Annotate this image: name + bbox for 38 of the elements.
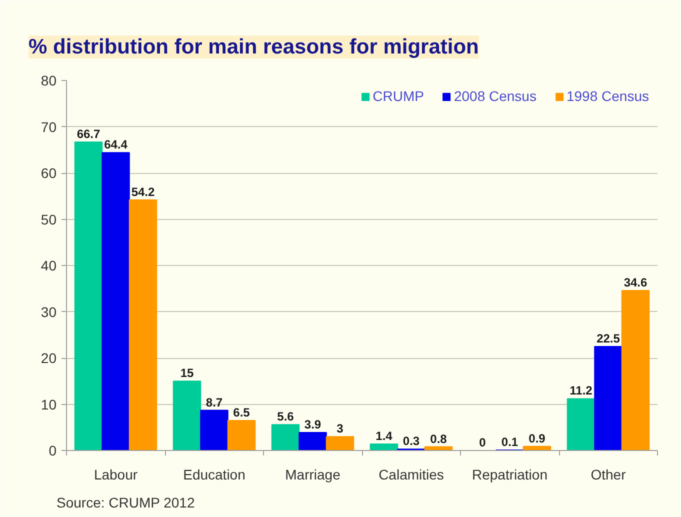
data-label: 0.9 — [528, 431, 546, 446]
data-label: 0.8 — [430, 432, 448, 446]
data-label: 0 — [479, 436, 486, 450]
data-label: 66.7 — [76, 127, 100, 142]
x-tick-label: Other — [590, 466, 626, 482]
source-note: Source: CRUMP 2012 — [56, 494, 195, 510]
x-tick-label: Calamities — [378, 466, 444, 482]
data-label: 1.4 — [376, 429, 393, 444]
x-tick-label: Repatriation — [472, 466, 548, 482]
data-label: 34.6 — [624, 275, 648, 290]
x-tick-label: Education — [183, 466, 246, 482]
data-label: 11.2 — [570, 384, 593, 398]
y-tick-label: 0 — [48, 442, 57, 458]
data-label: 0.3 — [402, 434, 420, 448]
x-tick-label: Marriage — [285, 466, 341, 482]
y-tick-label: 60 — [40, 165, 57, 181]
data-label: 15 — [180, 366, 194, 380]
data-label: 3 — [336, 422, 344, 436]
legend-label: 1998 Census — [566, 88, 649, 104]
y-tick-label: 80 — [40, 72, 57, 88]
legend-label: 2008 Census — [454, 88, 536, 104]
data-label: 54.2 — [131, 184, 156, 199]
data-label: 6.5 — [233, 405, 250, 420]
y-tick-label: 20 — [40, 350, 57, 366]
y-tick-label: 40 — [40, 258, 57, 274]
data-label: 3.9 — [304, 417, 322, 432]
data-label: 64.4 — [104, 138, 128, 152]
y-tick-label: 30 — [40, 304, 57, 320]
x-tick-label: Labour — [94, 466, 138, 482]
chart-title: % distribution for main reasons for migration — [28, 36, 479, 58]
data-label: 8.7 — [206, 395, 223, 410]
y-tick-label: 50 — [40, 211, 57, 228]
y-tick-label: 10 — [40, 396, 57, 412]
data-label: 0.1 — [501, 435, 518, 450]
legend-label: CRUMP — [372, 88, 424, 104]
y-tick-label: 70 — [40, 118, 57, 135]
data-label: 22.5 — [596, 331, 620, 346]
data-label: 5.6 — [277, 410, 294, 424]
